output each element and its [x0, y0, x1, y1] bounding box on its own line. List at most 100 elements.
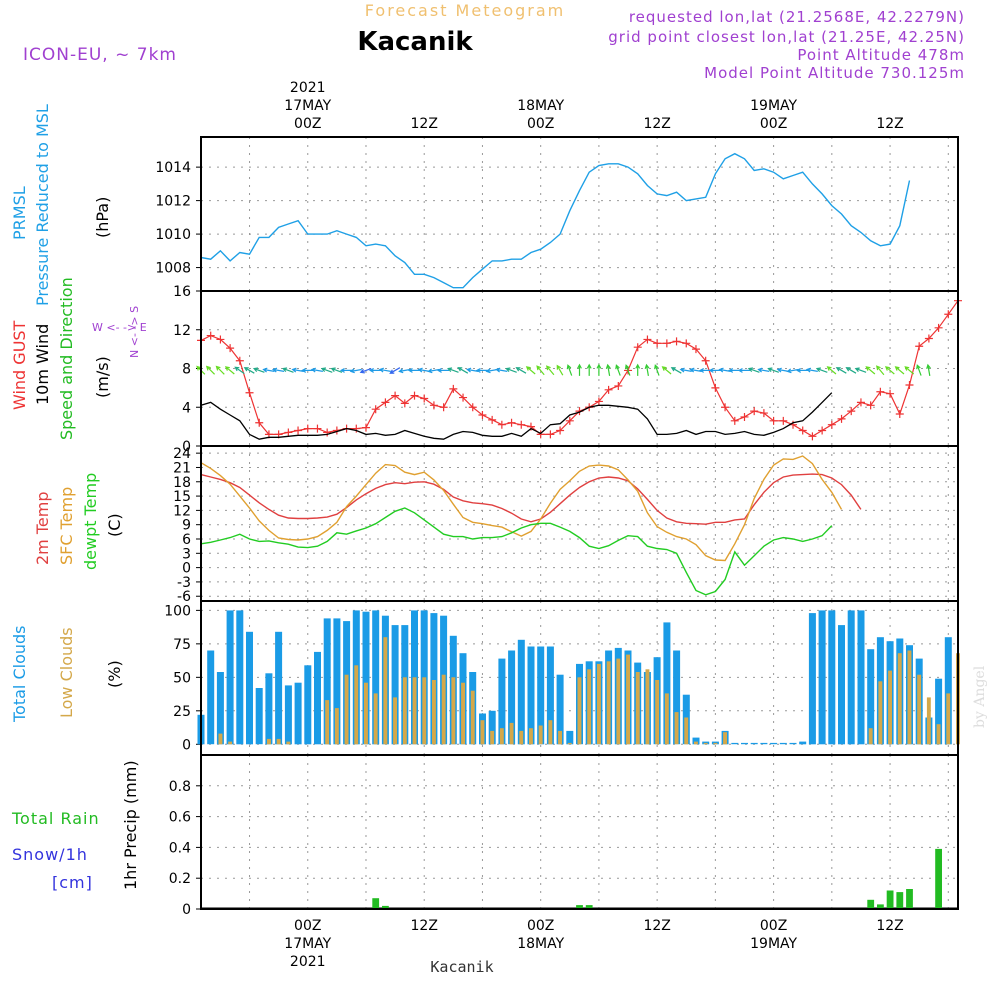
wind-gust-point	[915, 342, 924, 351]
total-clouds-bar	[246, 631, 253, 745]
rain-bar	[935, 848, 942, 909]
wind-direction-arrow	[854, 367, 867, 373]
wind-direction-arrow	[566, 364, 573, 376]
wind-direction-arrow	[875, 365, 885, 376]
top-time-label: 12Z	[411, 116, 438, 132]
wind-direction-arrow	[776, 367, 789, 373]
wind-gust-point	[439, 403, 448, 412]
rain-bar	[372, 898, 380, 909]
low-clouds-bar	[597, 663, 601, 745]
wind-gust-point	[478, 411, 487, 419]
wind-gust-point	[371, 405, 380, 414]
total-clouds-bar	[284, 685, 292, 745]
compass-we-label: W <- -> E	[92, 321, 147, 334]
wind-direction-arrow	[586, 363, 592, 376]
point-altitude: Point Altitude 478m	[797, 46, 965, 64]
wind-gust-label: Wind GUST	[10, 320, 29, 410]
low-clouds-bar	[509, 722, 514, 745]
low-clouds-bar	[713, 742, 718, 745]
total-clouds-bar	[663, 622, 671, 745]
wind-direction-arrow	[577, 363, 582, 376]
wind-gust-point	[905, 380, 914, 389]
low-clouds-bar	[936, 724, 941, 745]
wind-gust-point	[856, 398, 865, 407]
wind-direction-arrow	[378, 367, 391, 373]
precip-labels: Total Rain Snow/1h [cm] 1hr Precip (mm)	[11, 760, 140, 892]
low-clouds-bar	[334, 708, 339, 745]
total-clouds-bar	[226, 610, 234, 745]
low-clouds-bar	[499, 728, 504, 745]
wind-gust-point	[837, 414, 846, 423]
bottom-time-label: 18MAY	[517, 936, 564, 952]
wind-direction-arrow	[644, 363, 650, 377]
total-clouds-bar	[731, 742, 739, 745]
wind-gust-point	[847, 407, 856, 416]
low-clouds-bar	[567, 742, 572, 745]
low-clouds-bar	[917, 674, 922, 745]
wind-direction-arrow	[615, 364, 621, 376]
wind-unit-label: (m/s)	[93, 356, 112, 398]
low-clouds-bar	[635, 672, 640, 745]
y-tick-label: 6	[182, 532, 191, 548]
low-clouds-bar	[480, 720, 485, 745]
wind-direction-arrow	[417, 367, 430, 373]
sfc-temp-label: SFC Temp	[57, 487, 76, 565]
wind-gust-point	[769, 416, 778, 425]
low-clouds-bar	[674, 712, 679, 745]
wind-direction-arrow	[795, 367, 809, 373]
wind-direction-arrow	[737, 367, 750, 373]
low-clouds-bar	[558, 730, 562, 745]
low-clouds-bar	[577, 677, 582, 745]
low-clouds-bar	[441, 674, 446, 745]
wind-gust-point	[420, 394, 429, 403]
prmsl-line	[200, 152, 911, 289]
low-clouds-bar	[878, 681, 883, 745]
low-clouds-bar	[529, 728, 533, 745]
total-clouds-bar	[391, 625, 399, 745]
total-clouds-bar	[692, 737, 700, 745]
wind-direction-arrow	[407, 367, 420, 373]
low-clouds-bar	[538, 725, 543, 745]
wind-gust-point	[410, 391, 419, 400]
wind-gust-point	[779, 416, 788, 425]
total-clouds-bar	[556, 674, 564, 745]
y-tick-label: 1014	[155, 160, 191, 176]
wind-direction-arrow	[215, 365, 225, 375]
wind-direction-arrow	[427, 368, 440, 374]
low-clouds-bar	[703, 742, 708, 745]
panel-frame	[200, 445, 959, 602]
wind-direction-arrow	[368, 367, 382, 373]
total-clouds-bar	[935, 678, 943, 745]
wind-gust-point	[866, 401, 875, 410]
wind-direction-arrow	[865, 366, 876, 375]
wind-gust-point	[934, 323, 943, 332]
total-clouds-bar	[673, 650, 681, 745]
total-clouds-bar	[488, 710, 496, 745]
y-tick-label: 1012	[155, 194, 191, 210]
wind-gust-point	[759, 409, 768, 418]
wind-gust-point	[303, 424, 312, 433]
wind-direction-arrow	[282, 367, 294, 373]
y-tick-label: 15	[173, 489, 191, 505]
top-time-label: 17MAY	[284, 98, 331, 114]
wind-gust-point	[614, 381, 623, 390]
low-clouds-bar	[664, 693, 669, 745]
top-time-label: 00Z	[760, 116, 787, 132]
wind-gust-point	[808, 432, 817, 441]
y-tick-label: 12	[173, 323, 191, 339]
low-clouds-bar	[470, 690, 475, 745]
total-clouds-bar	[323, 618, 331, 745]
total-clouds-bar	[304, 665, 312, 745]
y-tick-label: 100	[164, 603, 191, 619]
wind-gust-point	[352, 424, 361, 433]
wind-direction-arrow	[262, 367, 275, 373]
total-clouds-bar	[799, 741, 807, 745]
wind-gust-point	[643, 335, 652, 344]
wind-direction-arrow	[252, 367, 265, 373]
total-clouds-bar	[838, 625, 845, 745]
low-clouds-bar	[946, 693, 951, 745]
wind-direction-arrow	[301, 367, 314, 373]
top-time-label: 2021	[290, 80, 326, 96]
wind-direction-arrow	[757, 367, 770, 373]
